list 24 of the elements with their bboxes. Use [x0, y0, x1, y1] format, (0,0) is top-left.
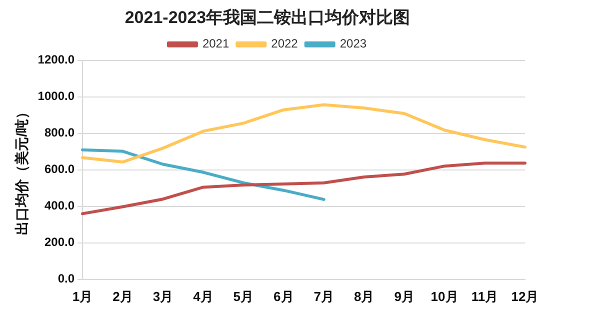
x-tick-label: 1月 [72, 288, 93, 304]
y-tick-label: 1200.0 [38, 52, 75, 67]
x-tick-label: 7月 [314, 288, 334, 304]
x-tick-label: 3月 [152, 288, 174, 304]
y-tick-label: 400.0 [44, 198, 75, 213]
chart-title: 2021-2023年我国二铵出口均价对比图 [124, 8, 410, 27]
legend-label: 2023 [340, 36, 367, 51]
x-tick-label: 6月 [274, 288, 294, 304]
x-tick-label: 8月 [354, 288, 374, 304]
x-tick-label: 12月 [511, 288, 539, 304]
y-tick-label: 600.0 [44, 162, 75, 176]
legend-label: 2021 [202, 36, 230, 51]
x-tick-label: 5月 [233, 288, 254, 304]
x-tick-label: 11月 [471, 288, 498, 304]
y-tick-label: 800.0 [44, 126, 75, 140]
y-tick-label: 200.0 [44, 235, 75, 250]
legend-label: 2022 [271, 36, 298, 51]
y-axis-title: 出口均价（美元/吨） [13, 104, 30, 235]
x-tick-label: 10月 [430, 288, 458, 304]
y-tick-label: 0.0 [58, 272, 75, 286]
x-tick-label: 4月 [193, 288, 214, 304]
y-tick-label: 1000.0 [38, 89, 75, 104]
x-tick-label: 9月 [394, 288, 414, 304]
x-tick-label: 2月 [112, 288, 133, 304]
